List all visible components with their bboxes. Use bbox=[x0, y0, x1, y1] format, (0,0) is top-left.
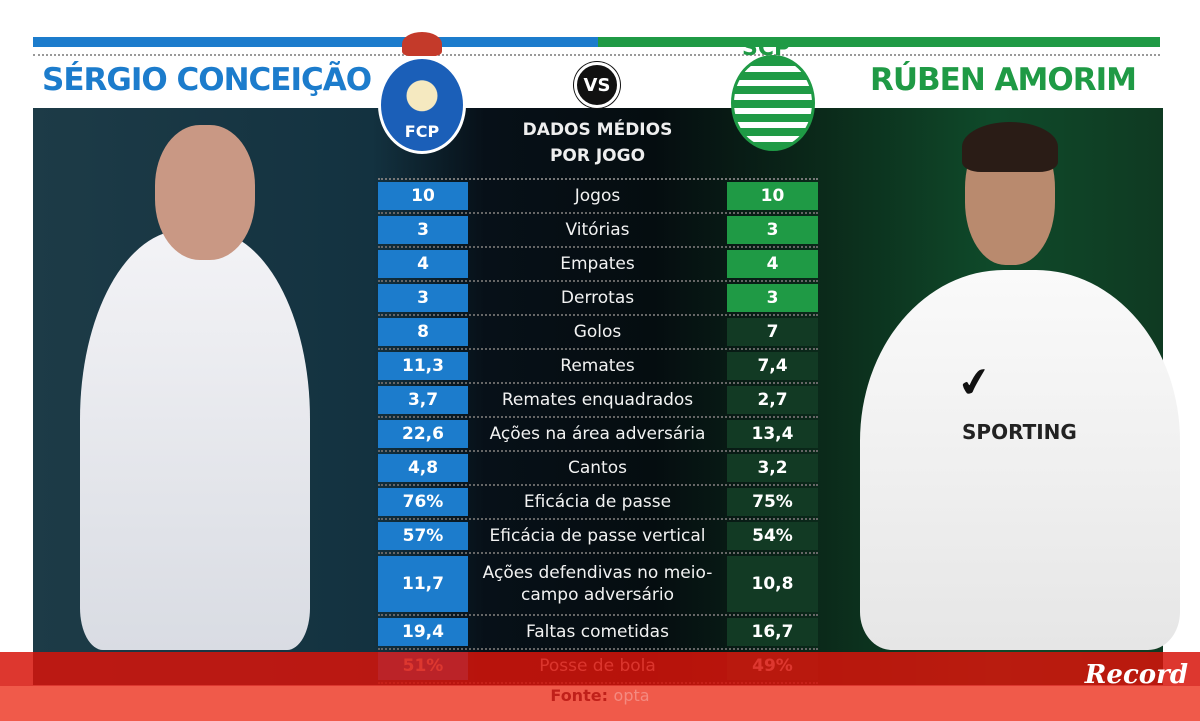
right-value: 4 bbox=[727, 250, 818, 278]
left-value: 8 bbox=[378, 318, 468, 346]
stat-label: Eficácia de passe vertical bbox=[489, 526, 706, 546]
stat-label: Remates bbox=[560, 356, 635, 376]
left-coach-head bbox=[155, 125, 255, 260]
stat-label: Empates bbox=[560, 254, 635, 274]
left-value: 4 bbox=[378, 250, 468, 278]
right-value: 54% bbox=[727, 522, 818, 550]
left-value: 4,8 bbox=[378, 454, 468, 482]
table-row: 11,7 Ações defendivas no meio-campo adver… bbox=[378, 554, 818, 616]
stat-label: Ações defendivas no meio-campo adversári… bbox=[482, 563, 713, 605]
fcp-crest-logo: FCP bbox=[378, 56, 466, 154]
table-row: 4,8 Cantos 3,2 bbox=[378, 452, 818, 486]
left-value: 10 bbox=[378, 182, 468, 210]
right-value: 2,7 bbox=[727, 386, 818, 414]
table-row: 19,4 Faltas cometidas 16,7 bbox=[378, 616, 818, 650]
scp-crest-logo bbox=[731, 55, 815, 151]
source-value: opta bbox=[613, 686, 650, 705]
table-row: 3 Derrotas 3 bbox=[378, 282, 818, 316]
record-logo: Record bbox=[1084, 660, 1188, 690]
right-value: 3 bbox=[727, 284, 818, 312]
left-value: 3 bbox=[378, 216, 468, 244]
subtitle-line: POR JOGO bbox=[549, 146, 646, 166]
left-value: 11,3 bbox=[378, 352, 468, 380]
right-value: 3 bbox=[727, 216, 818, 244]
subtitle-line: DADOS MÉDIOS bbox=[522, 120, 673, 140]
fcp-crown-icon bbox=[402, 32, 442, 56]
table-row: 57% Eficácia de passe vertical 54% bbox=[378, 520, 818, 554]
left-value: 22,6 bbox=[378, 420, 468, 448]
right-value: 7 bbox=[727, 318, 818, 346]
table-row: 3 Vitórias 3 bbox=[378, 214, 818, 248]
left-value: 3 bbox=[378, 284, 468, 312]
sporting-color-bar bbox=[598, 37, 1160, 47]
right-value: 10 bbox=[727, 182, 818, 210]
table-row: 3,7 Remates enquadrados 2,7 bbox=[378, 384, 818, 418]
table-row: 76% Eficácia de passe 75% bbox=[378, 486, 818, 520]
fcp-crest-text: FCP bbox=[404, 122, 440, 141]
right-value: 16,7 bbox=[727, 618, 818, 646]
stat-label: Derrotas bbox=[560, 288, 635, 308]
right-value: 7,4 bbox=[727, 352, 818, 380]
vs-badge: VS bbox=[574, 62, 620, 108]
table-row: 8 Golos 7 bbox=[378, 316, 818, 350]
left-coach-name: SÉRGIO CONCEIÇÃO bbox=[42, 62, 372, 98]
stat-label: Jogos bbox=[574, 186, 621, 206]
stat-label: Vitórias bbox=[565, 220, 630, 240]
table-row: 11,3 Remates 7,4 bbox=[378, 350, 818, 384]
left-value: 57% bbox=[378, 522, 468, 550]
source-label: Fonte: bbox=[550, 686, 608, 705]
right-coach-hair bbox=[962, 122, 1058, 172]
table-row: 22,6 Ações na área adversária 13,4 bbox=[378, 418, 818, 452]
left-coach-photo bbox=[80, 230, 310, 650]
divider bbox=[33, 54, 1160, 56]
left-value: 11,7 bbox=[378, 556, 468, 612]
stat-label: Remates enquadrados bbox=[501, 390, 694, 410]
stat-label: Faltas cometidas bbox=[526, 622, 669, 642]
table-row: 4 Empates 4 bbox=[378, 248, 818, 282]
footer-overlay bbox=[0, 652, 1200, 686]
porto-color-bar bbox=[33, 37, 598, 47]
right-value: 3,2 bbox=[727, 454, 818, 482]
stat-label: Cantos bbox=[568, 458, 627, 478]
right-value: 13,4 bbox=[727, 420, 818, 448]
right-coach-name: RÚBEN AMORIM bbox=[869, 62, 1137, 98]
right-value: 75% bbox=[727, 488, 818, 516]
table-row: 10 Jogos 10 bbox=[378, 180, 818, 214]
footer-bar bbox=[0, 686, 1200, 721]
stat-label: Eficácia de passe bbox=[523, 492, 672, 512]
source-line: Fonte: opta bbox=[0, 686, 1200, 705]
stat-label: Ações na área adversária bbox=[489, 424, 706, 444]
left-value: 19,4 bbox=[378, 618, 468, 646]
subtitle: DADOS MÉDIOS POR JOGO bbox=[470, 117, 725, 169]
left-value: 3,7 bbox=[378, 386, 468, 414]
right-coach-photo bbox=[860, 270, 1180, 650]
left-value: 76% bbox=[378, 488, 468, 516]
stats-table: 10 Jogos 10 3 Vitórias 3 4 Empates 4 3 Derrotas 3 8 G… bbox=[378, 178, 818, 684]
right-value: 10,8 bbox=[727, 556, 818, 612]
shirt-text: SPORTING bbox=[962, 420, 1077, 444]
stat-label: Golos bbox=[573, 322, 622, 342]
